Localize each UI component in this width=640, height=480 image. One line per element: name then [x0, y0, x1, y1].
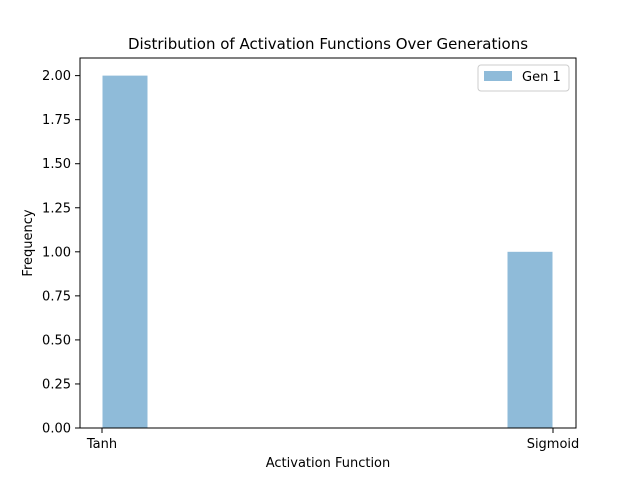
y-tick-label: 1.25: [42, 201, 71, 216]
x-tick-label-tanh: Tanh: [86, 437, 117, 452]
x-axis: Tanh Sigmoid: [86, 428, 579, 452]
y-tick-label: 0.25: [42, 377, 71, 392]
plot-frame: [79, 57, 577, 429]
bar-tanh: [102, 75, 148, 428]
y-tick-label: 1.75: [42, 113, 71, 128]
legend: Gen 1: [477, 64, 570, 92]
x-tick-label-sigmoid: Sigmoid: [527, 437, 580, 452]
x-axis-label: Activation Function: [266, 456, 391, 471]
legend-swatch: [484, 71, 512, 81]
bars-group: [102, 75, 553, 428]
y-axis-label: Frequency: [21, 209, 36, 276]
legend-label: Gen 1: [522, 70, 561, 85]
y-tick-label: 1.00: [42, 245, 71, 260]
y-tick-label: 0.75: [42, 289, 71, 304]
y-tick-label: 1.50: [42, 157, 71, 172]
y-tick-label: 2.00: [42, 69, 71, 84]
y-axis: 0.00 0.25 0.50 0.75 1.00 1.25 1.50 1.75 2.00: [42, 69, 80, 437]
chart-title: Distribution of Activation Functions Ove…: [128, 35, 528, 53]
y-tick-label: 0.00: [42, 422, 71, 437]
y-tick-label: 0.50: [42, 333, 71, 348]
bar-sigmoid: [507, 251, 553, 428]
